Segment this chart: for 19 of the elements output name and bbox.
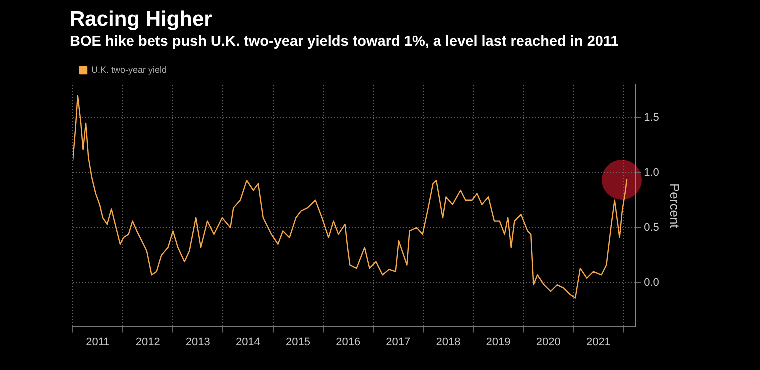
- x-tick-label: 2015: [286, 336, 310, 348]
- chart-subtitle: BOE hike bets push U.K. two-year yields toward 1%, a level last reached in 2011: [70, 33, 620, 52]
- x-tick-label: 2020: [536, 336, 561, 348]
- x-tick-label: 2018: [436, 336, 461, 348]
- y-tick-label: 0.5: [644, 222, 660, 234]
- x-tick-label: 2019: [486, 336, 511, 348]
- x-tick-label: 2021: [586, 336, 611, 348]
- y-tick-label: 0.0: [644, 276, 660, 289]
- y-axis-title: Percent: [668, 183, 683, 229]
- y-tick-label: 1.0: [644, 166, 660, 179]
- x-tick-label: 2017: [386, 336, 411, 348]
- x-tick-label: 2011: [86, 336, 110, 348]
- x-tick-label: 2012: [136, 336, 160, 348]
- y-tick-label: 1.5: [644, 112, 660, 124]
- x-tick-label: 2014: [236, 336, 260, 348]
- x-tick-label: 2013: [186, 336, 210, 348]
- legend-label: U.K. two-year yield: [92, 64, 168, 75]
- x-tick-label: 2016: [336, 336, 361, 348]
- chart-title: Racing Higher: [70, 8, 214, 32]
